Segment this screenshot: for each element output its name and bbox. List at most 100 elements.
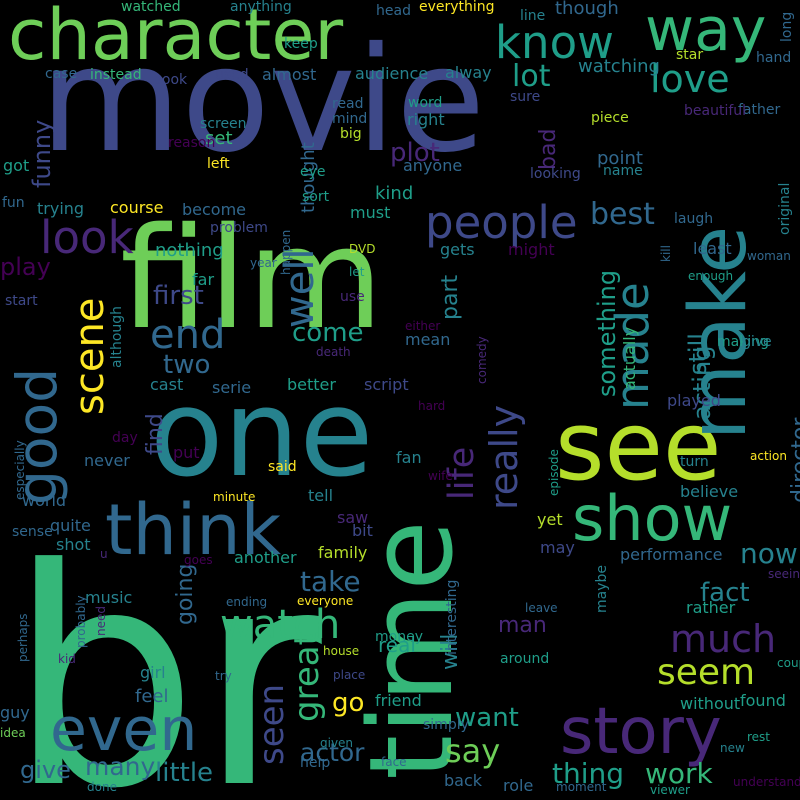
word-maybe: maybe: [594, 564, 610, 613]
word-bad: bad: [536, 128, 561, 170]
word-hard: hard: [418, 399, 446, 413]
word-part: part: [438, 274, 463, 320]
word-man: man: [498, 613, 547, 638]
word-although: although: [109, 305, 125, 368]
word-little: little: [155, 758, 214, 788]
word-look: look: [40, 211, 134, 264]
word-still: still: [684, 333, 712, 375]
word-enough: enough: [688, 269, 734, 283]
word-making: making: [717, 334, 769, 350]
word-really: really: [482, 404, 526, 510]
word-right: right: [407, 110, 445, 129]
word-actor: actor: [300, 738, 365, 767]
word-almost: almost: [262, 65, 317, 84]
word-real: real: [378, 633, 416, 657]
word-turn: turn: [680, 454, 709, 470]
word-seeing: seeing: [768, 567, 800, 581]
word-first: first: [153, 281, 204, 311]
word-day: day: [112, 430, 138, 446]
word-problem: problem: [210, 220, 268, 236]
word-fan: fan: [396, 448, 422, 467]
word-though: though: [555, 0, 619, 19]
word-used: used: [215, 67, 249, 83]
word-see: see: [555, 392, 722, 502]
word-feel: feel: [135, 686, 169, 707]
word-serie: serie: [212, 378, 252, 397]
word-friend: friend: [375, 691, 422, 710]
word-love: love: [650, 57, 730, 101]
word-thing: thing: [552, 757, 625, 790]
word-use: use: [340, 289, 365, 305]
word-year: year: [250, 256, 277, 270]
word-might: might: [508, 240, 555, 259]
word-especially: especially: [13, 440, 27, 500]
word-keep: keep: [284, 36, 318, 52]
word-play: play: [0, 253, 51, 281]
word-left: left: [207, 156, 230, 172]
word-interesting: interesting: [444, 579, 460, 655]
word-scene: scene: [67, 297, 113, 415]
word-best: best: [590, 197, 655, 232]
word-fun: fun: [2, 195, 25, 211]
word-minute: minute: [213, 490, 256, 504]
word-find: find: [143, 413, 168, 455]
word-leave: leave: [525, 601, 558, 615]
word-around: around: [500, 651, 550, 667]
word-moment: moment: [556, 780, 607, 794]
word-reason: reason: [168, 135, 216, 151]
word-screen: screen: [200, 116, 247, 132]
word-face: face: [381, 755, 407, 769]
word-take: take: [300, 565, 361, 598]
word-death: death: [316, 345, 351, 359]
word-sort: sort: [302, 189, 330, 205]
word-know: know: [495, 16, 614, 69]
word-music: music: [85, 588, 133, 607]
word-going: going: [173, 563, 198, 625]
word-help: help: [300, 755, 331, 771]
word-episode: episode: [547, 449, 561, 496]
word-something: something: [593, 269, 621, 397]
word-book: book: [153, 72, 188, 88]
word-become: become: [182, 200, 247, 219]
word-goes: goes: [184, 553, 213, 567]
word-guy: guy: [0, 703, 30, 722]
word-audience: audience: [355, 64, 429, 83]
word-great: great: [287, 632, 327, 722]
word-either: either: [405, 319, 441, 333]
word-simply: simply: [423, 717, 469, 733]
word-one: one: [150, 365, 374, 504]
word-watch: watch: [220, 602, 341, 648]
word-hand: hand: [756, 50, 792, 66]
word-think: think: [105, 489, 282, 571]
word-house: house: [323, 644, 360, 658]
word-mean: mean: [405, 330, 451, 349]
word-watched: watched: [121, 0, 181, 15]
word-new: new: [720, 741, 745, 755]
word-beautiful: beautiful: [684, 103, 747, 119]
word-happen: happen: [279, 229, 293, 275]
word-another: another: [234, 548, 297, 567]
word-need: need: [94, 606, 108, 636]
word-found: found: [740, 691, 786, 710]
word-actually: actually: [620, 326, 639, 390]
word-gets: gets: [440, 240, 475, 259]
word-sense: sense: [12, 524, 53, 540]
word-much: much: [670, 617, 777, 661]
word-shot: shot: [56, 535, 91, 554]
word-woman: woman: [747, 249, 791, 263]
word-played: played: [667, 391, 721, 410]
word-instead: instead: [90, 67, 142, 83]
word-read: read: [332, 96, 364, 112]
word-father: father: [738, 102, 781, 118]
word-want: want: [455, 703, 519, 733]
word-looking: looking: [530, 166, 581, 182]
word-done: done: [87, 780, 117, 794]
word-people: people: [425, 196, 578, 249]
word-line: line: [520, 8, 546, 24]
word-character: character: [8, 0, 344, 76]
word-big: big: [340, 126, 362, 142]
word-seem: seem: [657, 652, 756, 693]
word-course: course: [110, 198, 164, 217]
word-try: try: [215, 669, 232, 683]
word-br: br: [8, 505, 322, 800]
